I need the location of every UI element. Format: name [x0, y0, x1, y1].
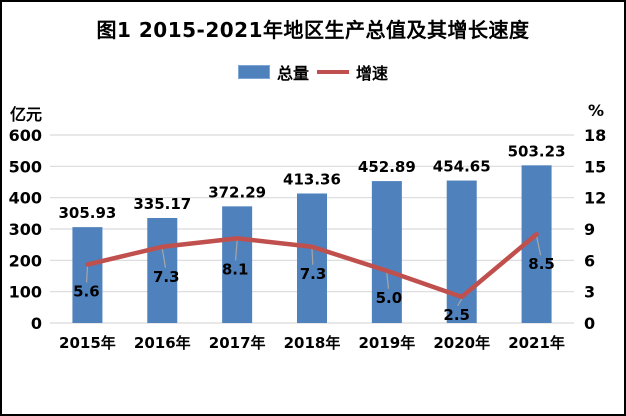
bar-value-label: 413.36	[283, 170, 341, 188]
y2-axis-tick-label: 18	[584, 126, 606, 145]
x-axis-tick-label: 2020年	[433, 334, 490, 352]
bar	[147, 217, 178, 323]
leader-line	[311, 248, 314, 265]
legend: 总量 增速	[2, 60, 624, 84]
x-axis-tick-label: 2018年	[284, 334, 341, 352]
y-axis-tick-label: 400	[9, 189, 42, 208]
line-series-swatch-icon	[317, 69, 349, 75]
y-axis-tick-label: 500	[9, 157, 42, 176]
leader-line	[234, 240, 238, 261]
legend-item-total: 总量	[237, 60, 309, 84]
y2-axis-tick-label: 6	[584, 251, 595, 270]
line-value-label: 8.1	[222, 260, 249, 278]
bar	[446, 180, 477, 323]
line-value-label: 7.3	[153, 268, 180, 286]
x-axis-tick-label: 2021年	[508, 334, 565, 352]
line-value-label: 2.5	[443, 306, 470, 324]
bar-value-label: 454.65	[433, 158, 491, 176]
y-axis-tick-label: 100	[9, 283, 42, 302]
y-axis-tick-label: 300	[9, 220, 42, 239]
y2-axis-tick-label: 12	[584, 189, 606, 208]
leader-line	[457, 298, 463, 307]
right-axis-unit-label: %	[588, 101, 605, 120]
growth-line	[85, 231, 539, 300]
y2-axis-tick-label: 15	[584, 157, 606, 176]
chart-title: 图1 2015-2021年地区生产总值及其增长速度	[96, 18, 530, 42]
y-axis-tick-label: 600	[9, 126, 42, 145]
bar-series-swatch-icon	[237, 65, 270, 79]
y2-axis-tick-label: 9	[584, 220, 595, 239]
bar-value-label: 305.93	[58, 204, 116, 222]
bar	[371, 181, 402, 323]
line-value-label: 7.3	[300, 265, 327, 283]
x-axis-tick-label: 2016年	[134, 334, 191, 352]
legend-item-growth: 增速	[317, 60, 388, 84]
legend-label-growth: 增速	[356, 64, 389, 83]
legend-label-total: 总量	[276, 64, 309, 83]
line-value-label: 5.0	[376, 289, 403, 307]
bar-value-label: 372.29	[208, 183, 266, 201]
x-axis-tick-label: 2019年	[358, 334, 415, 352]
bar-value-label: 335.17	[133, 195, 191, 213]
x-axis-tick-label: 2017年	[209, 334, 266, 352]
bar-value-label: 452.89	[358, 158, 416, 176]
bar	[222, 206, 253, 323]
y-axis-tick-label: 200	[9, 251, 42, 270]
leader-line	[161, 248, 167, 268]
y2-axis-tick-label: 0	[584, 314, 595, 333]
left-axis-unit-label: 亿元	[10, 105, 43, 124]
leader-line	[86, 266, 89, 283]
leader-line	[386, 272, 390, 289]
leader-line	[535, 236, 542, 256]
line-value-label: 5.6	[73, 283, 100, 301]
y-axis-tick-label: 0	[31, 314, 42, 333]
bar-value-label: 503.23	[508, 142, 566, 160]
x-axis-tick-label: 2015年	[59, 334, 116, 352]
line-value-label: 8.5	[528, 255, 555, 273]
y2-axis-tick-label: 3	[584, 283, 595, 302]
